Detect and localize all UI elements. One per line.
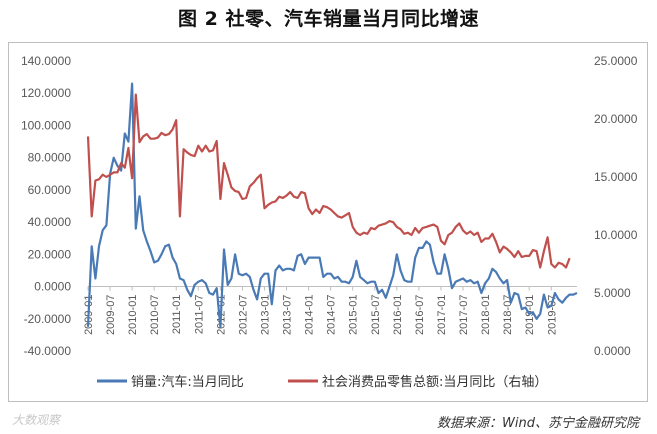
x-tick-label: 2015-01 xyxy=(348,295,360,335)
x-tick-label: 2018-01 xyxy=(480,295,492,335)
right-y-tick-label: 20.0000 xyxy=(594,112,638,126)
watermark: 大数观察 xyxy=(12,413,61,427)
x-tick-label: 2010-07 xyxy=(149,295,161,335)
left-y-tick-label: 60.0000 xyxy=(28,183,72,197)
x-tick-label: 2018-07 xyxy=(502,295,514,335)
right-y-tick-label: 10.0000 xyxy=(594,228,638,242)
x-tick-label: 2012-07 xyxy=(237,295,249,335)
series-line-vehicle-sales xyxy=(86,82,578,328)
right-y-tick-label: 5.0000 xyxy=(594,286,631,300)
x-tick-label: 2013-07 xyxy=(282,295,294,335)
left-y-tick-label: 140.0000 xyxy=(21,54,71,68)
left-y-tick-label: 20.0000 xyxy=(28,247,72,261)
left-y-tick-label: 40.0000 xyxy=(28,215,72,229)
x-tick-label: 2016-07 xyxy=(414,295,426,335)
right-y-tick-label: 15.0000 xyxy=(594,170,638,184)
right-y-tick-label: 0.0000 xyxy=(594,344,631,358)
x-tick-label: 2010-01 xyxy=(127,295,139,335)
x-tick-label: 2015-07 xyxy=(370,295,382,335)
left-y-tick-label: 120.0000 xyxy=(21,86,71,100)
right-y-tick-label: 25.0000 xyxy=(594,54,638,68)
x-tick-label: 2014-07 xyxy=(326,295,338,335)
legend-label-retail-sales: 社会消费品零售总额:当月同比（右轴） xyxy=(322,374,547,390)
left-y-tick-label: -20.0000 xyxy=(24,312,72,326)
series-line-retail-sales xyxy=(86,93,571,269)
x-tick-label: 2009-07 xyxy=(105,295,117,335)
x-tick-label: 2017-01 xyxy=(436,295,448,335)
chart-frame xyxy=(8,42,648,402)
x-tick-label: 2013-01 xyxy=(259,295,271,335)
legend: 销量:汽车:当月同比 社会消费品零售总额:当月同比（右轴） xyxy=(97,374,547,390)
x-tick-label: 2016-01 xyxy=(392,295,404,335)
left-y-tick-label: 80.0000 xyxy=(28,151,72,165)
chart-title: 图 2 社零、汽车销量当月同比增速 xyxy=(178,8,479,30)
left-y-tick-label: 100.0000 xyxy=(21,118,71,132)
x-axis: 2009-01 2009-07 2010-01 2010-07 2011-01 2011-… xyxy=(83,286,577,335)
x-tick-label: 2019-07 xyxy=(546,295,558,335)
right-y-axis: 0.0000 5.0000 10.0000 15.0000 20.0000 25.0000 xyxy=(594,54,638,358)
x-tick-label: 2014-01 xyxy=(304,295,316,335)
x-tick-label: 2011-01 xyxy=(171,295,183,335)
legend-label-vehicle-sales: 销量:汽车:当月同比 xyxy=(131,374,244,390)
series-layer xyxy=(86,82,578,328)
left-y-tick-label: 0.0000 xyxy=(34,280,71,294)
left-y-axis: -40.0000 -20.0000 0.0000 20.0000 40.0000 60.0… xyxy=(21,54,71,358)
x-tick-label: 2017-07 xyxy=(458,295,470,335)
data-source: 数据来源：Wind、苏宁金融研究院 xyxy=(437,416,639,431)
x-tick-label: 2011-07 xyxy=(193,295,205,335)
left-y-tick-label: -40.0000 xyxy=(24,344,72,358)
x-tick-label: 2019-01 xyxy=(524,295,536,335)
